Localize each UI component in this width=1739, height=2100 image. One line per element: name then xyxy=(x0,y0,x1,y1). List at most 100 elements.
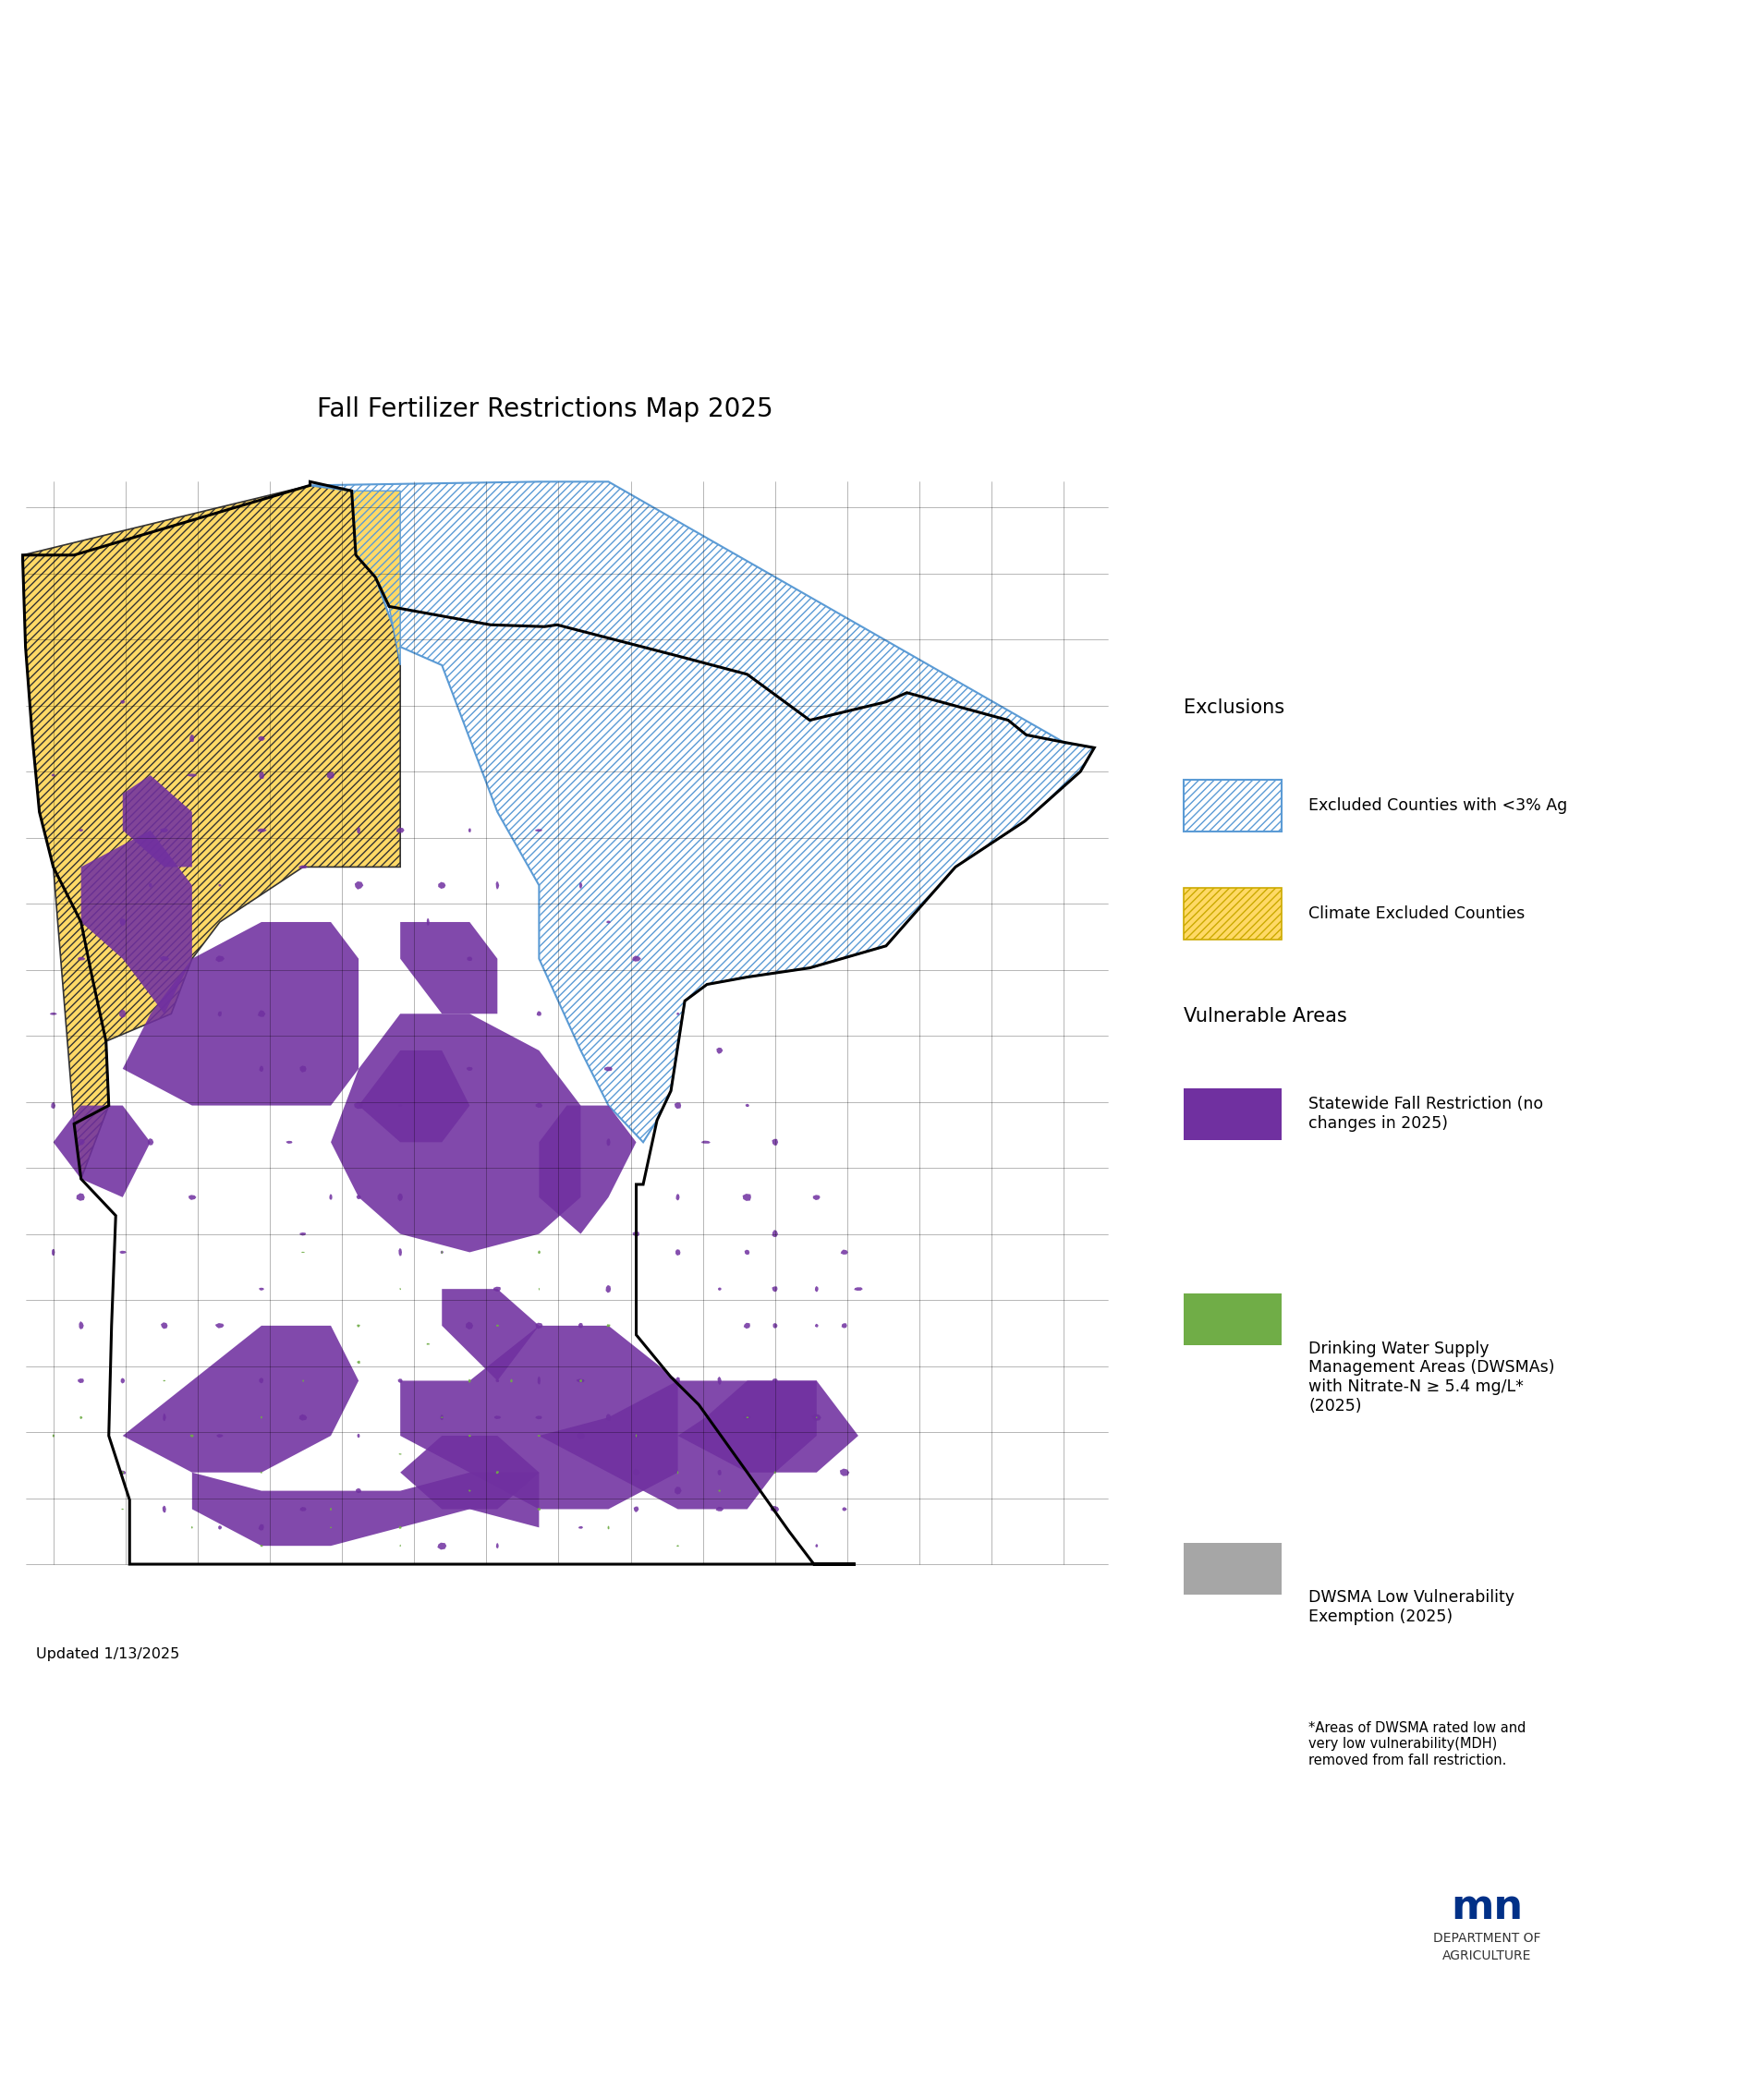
Polygon shape xyxy=(122,1325,358,1472)
Polygon shape xyxy=(842,1508,847,1512)
Polygon shape xyxy=(842,1323,847,1327)
Text: DWSMA Low Vulnerability
Exemption (2025): DWSMA Low Vulnerability Exemption (2025) xyxy=(1308,1590,1513,1625)
Polygon shape xyxy=(163,1413,165,1422)
Text: Exclusions: Exclusions xyxy=(1183,697,1283,716)
Polygon shape xyxy=(816,1544,817,1548)
Polygon shape xyxy=(120,1378,125,1384)
Polygon shape xyxy=(442,1289,539,1380)
Polygon shape xyxy=(678,1380,857,1472)
Polygon shape xyxy=(78,830,83,832)
Bar xyxy=(1183,1088,1280,1140)
Polygon shape xyxy=(496,1380,499,1382)
Polygon shape xyxy=(257,735,264,741)
Polygon shape xyxy=(675,1487,682,1495)
Polygon shape xyxy=(216,1434,223,1439)
Polygon shape xyxy=(52,773,56,777)
Polygon shape xyxy=(496,882,499,890)
Polygon shape xyxy=(537,1250,541,1254)
Polygon shape xyxy=(576,1380,584,1382)
Polygon shape xyxy=(607,1138,610,1147)
Polygon shape xyxy=(536,830,543,832)
Polygon shape xyxy=(122,775,191,867)
Polygon shape xyxy=(120,699,125,704)
Polygon shape xyxy=(579,1380,583,1382)
Polygon shape xyxy=(633,1231,640,1237)
Polygon shape xyxy=(539,1105,636,1235)
Polygon shape xyxy=(840,1250,847,1254)
Polygon shape xyxy=(330,1014,581,1252)
Polygon shape xyxy=(716,1376,722,1384)
Polygon shape xyxy=(120,918,125,926)
Polygon shape xyxy=(217,1012,221,1016)
Polygon shape xyxy=(770,1506,779,1512)
Polygon shape xyxy=(160,1323,167,1329)
Polygon shape xyxy=(675,1250,680,1256)
Polygon shape xyxy=(259,1065,263,1071)
Polygon shape xyxy=(840,1468,849,1476)
Polygon shape xyxy=(510,1380,513,1382)
Polygon shape xyxy=(715,1508,723,1512)
Polygon shape xyxy=(78,1378,83,1384)
Text: Statewide Fall Restriction (no
changes in 2025): Statewide Fall Restriction (no changes i… xyxy=(1308,1096,1542,1132)
Polygon shape xyxy=(52,1434,54,1436)
Polygon shape xyxy=(285,1140,292,1145)
Polygon shape xyxy=(539,1380,816,1510)
Polygon shape xyxy=(743,1323,750,1329)
Polygon shape xyxy=(261,1546,263,1548)
Polygon shape xyxy=(607,1527,609,1529)
Polygon shape xyxy=(400,1325,678,1510)
Polygon shape xyxy=(54,1105,150,1197)
Polygon shape xyxy=(743,1415,751,1420)
Polygon shape xyxy=(190,735,195,741)
Polygon shape xyxy=(536,1415,543,1420)
Polygon shape xyxy=(577,1527,583,1529)
Polygon shape xyxy=(78,1138,85,1145)
Polygon shape xyxy=(814,1323,817,1327)
Polygon shape xyxy=(259,1378,263,1384)
Polygon shape xyxy=(426,918,430,926)
Polygon shape xyxy=(217,1525,223,1529)
Polygon shape xyxy=(356,1195,362,1199)
Polygon shape xyxy=(812,1413,821,1422)
Polygon shape xyxy=(774,1472,776,1474)
Polygon shape xyxy=(257,830,266,832)
Polygon shape xyxy=(537,1376,541,1384)
Polygon shape xyxy=(50,1102,56,1109)
Polygon shape xyxy=(80,1415,82,1420)
Polygon shape xyxy=(438,882,445,888)
Polygon shape xyxy=(468,1380,471,1382)
Polygon shape xyxy=(496,1470,499,1474)
Polygon shape xyxy=(120,1010,125,1018)
Text: Vulnerable Areas: Vulnerable Areas xyxy=(1183,1006,1346,1025)
Polygon shape xyxy=(148,1138,153,1145)
Polygon shape xyxy=(299,1508,306,1512)
Polygon shape xyxy=(160,827,169,832)
Polygon shape xyxy=(536,1010,541,1016)
Polygon shape xyxy=(716,1470,722,1476)
Text: DEPARTMENT OF
AGRICULTURE: DEPARTMENT OF AGRICULTURE xyxy=(1433,1932,1541,1961)
Polygon shape xyxy=(772,1138,777,1145)
Polygon shape xyxy=(633,1468,640,1476)
Polygon shape xyxy=(607,1325,610,1327)
Polygon shape xyxy=(329,1195,332,1199)
Polygon shape xyxy=(160,956,169,962)
Polygon shape xyxy=(77,1193,85,1201)
Polygon shape xyxy=(854,1287,863,1292)
Polygon shape xyxy=(188,1195,197,1199)
Polygon shape xyxy=(603,1067,612,1071)
Polygon shape xyxy=(50,1012,57,1014)
Polygon shape xyxy=(772,1323,777,1329)
Polygon shape xyxy=(310,481,1094,1142)
Polygon shape xyxy=(676,1012,678,1014)
Polygon shape xyxy=(122,1472,123,1474)
Polygon shape xyxy=(772,1287,777,1292)
Polygon shape xyxy=(436,1544,447,1550)
Polygon shape xyxy=(330,1508,332,1510)
Polygon shape xyxy=(259,771,264,779)
Polygon shape xyxy=(398,1247,402,1256)
Bar xyxy=(1183,888,1280,939)
Polygon shape xyxy=(396,827,403,834)
Polygon shape xyxy=(633,1434,638,1439)
Polygon shape xyxy=(605,1285,610,1294)
Polygon shape xyxy=(299,1413,306,1420)
